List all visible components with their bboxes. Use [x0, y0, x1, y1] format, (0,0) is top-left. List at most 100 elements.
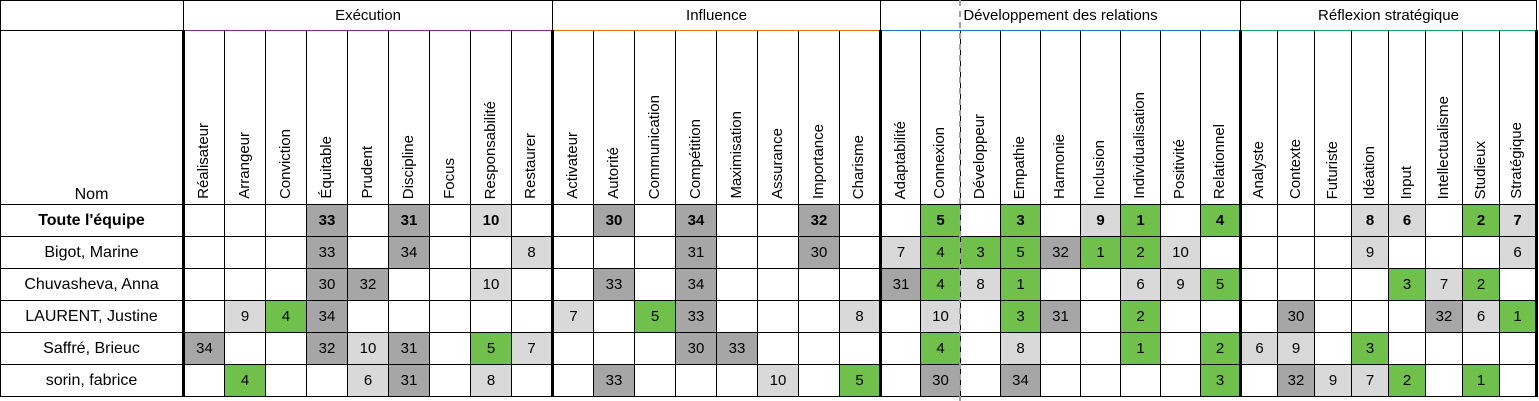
- cell-saffre-brieuc-harmonie[interactable]: [1040, 332, 1081, 365]
- cell-chuvasheva-anna-analyste[interactable]: [1239, 268, 1278, 301]
- cell-laurent-justine-positivite[interactable]: [1160, 300, 1201, 333]
- column-header-ideation[interactable]: Idéation: [1351, 30, 1389, 205]
- category-developpement-des-relations[interactable]: Développement des relations: [880, 0, 1241, 31]
- cell-bigot-marine-prudent[interactable]: [347, 236, 389, 269]
- cell-toute-l-equipe-positivite[interactable]: [1160, 204, 1201, 237]
- cell-bigot-marine-developpeur[interactable]: 3: [960, 236, 1001, 269]
- cell-chuvasheva-anna-discipline[interactable]: [388, 268, 430, 301]
- cell-saffre-brieuc-positivite[interactable]: [1160, 332, 1201, 365]
- column-header-intellectualisme[interactable]: Intellectualisme: [1425, 30, 1463, 205]
- cell-chuvasheva-anna-contexte[interactable]: [1277, 268, 1315, 301]
- column-header-adaptabilite[interactable]: Adaptabilité: [879, 30, 921, 205]
- cell-saffre-brieuc-assurance[interactable]: [757, 332, 799, 365]
- cell-sorin-fabrice-connexion[interactable]: 30: [920, 364, 961, 397]
- cell-chuvasheva-anna-individualisation[interactable]: 6: [1120, 268, 1161, 301]
- cell-sorin-fabrice-importance[interactable]: [798, 364, 840, 397]
- column-header-inclusion[interactable]: Inclusion: [1080, 30, 1121, 205]
- cell-bigot-marine-ideation[interactable]: 9: [1351, 236, 1389, 269]
- cell-saffre-brieuc-activateur[interactable]: [551, 332, 594, 365]
- cell-laurent-justine-strategique[interactable]: 1: [1499, 300, 1538, 333]
- cell-laurent-justine-analyste[interactable]: [1239, 300, 1278, 333]
- cell-toute-l-equipe-competition[interactable]: 34: [675, 204, 717, 237]
- column-header-realisateur[interactable]: Réalisateur: [182, 30, 225, 205]
- cell-laurent-justine-restaurer[interactable]: [511, 300, 553, 333]
- cell-saffre-brieuc-charisme[interactable]: [839, 332, 881, 365]
- cell-saffre-brieuc-realisateur[interactable]: 34: [182, 332, 225, 365]
- cell-bigot-marine-discipline[interactable]: 34: [388, 236, 430, 269]
- cell-laurent-justine-inclusion[interactable]: [1080, 300, 1121, 333]
- column-header-relationnel[interactable]: Relationnel: [1200, 30, 1241, 205]
- cell-laurent-justine-activateur[interactable]: 7: [551, 300, 594, 333]
- column-header-importance[interactable]: Importance: [798, 30, 840, 205]
- cell-chuvasheva-anna-activateur[interactable]: [551, 268, 594, 301]
- cell-laurent-justine-connexion[interactable]: 10: [920, 300, 961, 333]
- cell-toute-l-equipe-intellectualisme[interactable]: [1425, 204, 1463, 237]
- cell-saffre-brieuc-importance[interactable]: [798, 332, 840, 365]
- cell-saffre-brieuc-prudent[interactable]: 10: [347, 332, 389, 365]
- cell-saffre-brieuc-relationnel[interactable]: 2: [1200, 332, 1241, 365]
- column-header-communication[interactable]: Communication: [634, 30, 676, 205]
- cell-laurent-justine-conviction[interactable]: 4: [265, 300, 307, 333]
- cell-chuvasheva-anna-maximisation[interactable]: [716, 268, 758, 301]
- cell-laurent-justine-adaptabilite[interactable]: [879, 300, 921, 333]
- cell-laurent-justine-responsabilite[interactable]: [470, 300, 512, 333]
- cell-sorin-fabrice-harmonie[interactable]: [1040, 364, 1081, 397]
- cell-chuvasheva-anna-strategique[interactable]: [1499, 268, 1538, 301]
- cell-bigot-marine-competition[interactable]: 31: [675, 236, 717, 269]
- column-header-futuriste[interactable]: Futuriste: [1314, 30, 1352, 205]
- cell-sorin-fabrice-restaurer[interactable]: [511, 364, 553, 397]
- cell-toute-l-equipe-studieux[interactable]: 2: [1462, 204, 1500, 237]
- cell-chuvasheva-anna-equitable[interactable]: 30: [306, 268, 348, 301]
- cell-chuvasheva-anna-inclusion[interactable]: [1080, 268, 1121, 301]
- cell-sorin-fabrice-futuriste[interactable]: 9: [1314, 364, 1352, 397]
- cell-toute-l-equipe-individualisation[interactable]: 1: [1120, 204, 1161, 237]
- cell-bigot-marine-analyste[interactable]: [1239, 236, 1278, 269]
- column-header-harmonie[interactable]: Harmonie: [1040, 30, 1081, 205]
- cell-sorin-fabrice-prudent[interactable]: 6: [347, 364, 389, 397]
- column-header-contexte[interactable]: Contexte: [1277, 30, 1315, 205]
- column-header-competition[interactable]: Compétition: [675, 30, 717, 205]
- cell-toute-l-equipe-adaptabilite[interactable]: [879, 204, 921, 237]
- cell-sorin-fabrice-adaptabilite[interactable]: [879, 364, 921, 397]
- category-execution[interactable]: Exécution: [183, 0, 553, 31]
- cell-laurent-justine-assurance[interactable]: [757, 300, 799, 333]
- cell-toute-l-equipe-equitable[interactable]: 33: [306, 204, 348, 237]
- column-header-discipline[interactable]: Discipline: [388, 30, 430, 205]
- column-header-individualisation[interactable]: Individualisation: [1120, 30, 1161, 205]
- cell-saffre-brieuc-autorite[interactable]: [593, 332, 635, 365]
- cell-chuvasheva-anna-futuriste[interactable]: [1314, 268, 1352, 301]
- cell-laurent-justine-charisme[interactable]: 8: [839, 300, 881, 333]
- cell-toute-l-equipe-activateur[interactable]: [551, 204, 594, 237]
- cell-chuvasheva-anna-harmonie[interactable]: [1040, 268, 1081, 301]
- column-header-maximisation[interactable]: Maximisation: [716, 30, 758, 205]
- cell-toute-l-equipe-harmonie[interactable]: [1040, 204, 1081, 237]
- cell-saffre-brieuc-contexte[interactable]: 9: [1277, 332, 1315, 365]
- cell-sorin-fabrice-inclusion[interactable]: [1080, 364, 1121, 397]
- cell-sorin-fabrice-maximisation[interactable]: [716, 364, 758, 397]
- cell-laurent-justine-importance[interactable]: [798, 300, 840, 333]
- cell-toute-l-equipe-developpeur[interactable]: [960, 204, 1001, 237]
- cell-sorin-fabrice-responsabilite[interactable]: 8: [470, 364, 512, 397]
- cell-laurent-justine-autorite[interactable]: [593, 300, 635, 333]
- cell-chuvasheva-anna-developpeur[interactable]: 8: [960, 268, 1001, 301]
- cell-sorin-fabrice-strategique[interactable]: [1499, 364, 1538, 397]
- cell-saffre-brieuc-ideation[interactable]: 3: [1351, 332, 1389, 365]
- cell-sorin-fabrice-realisateur[interactable]: [182, 364, 225, 397]
- cell-chuvasheva-anna-studieux[interactable]: 2: [1462, 268, 1500, 301]
- row-name-toute-l-equipe[interactable]: Toute l'équipe: [0, 204, 184, 237]
- cell-sorin-fabrice-activateur[interactable]: [551, 364, 594, 397]
- cell-laurent-justine-relationnel[interactable]: [1200, 300, 1241, 333]
- cell-sorin-fabrice-assurance[interactable]: 10: [757, 364, 799, 397]
- cell-toute-l-equipe-contexte[interactable]: [1277, 204, 1315, 237]
- cell-toute-l-equipe-analyste[interactable]: [1239, 204, 1278, 237]
- cell-bigot-marine-realisateur[interactable]: [182, 236, 225, 269]
- cell-toute-l-equipe-realisateur[interactable]: [182, 204, 225, 237]
- cell-toute-l-equipe-communication[interactable]: [634, 204, 676, 237]
- cell-bigot-marine-autorite[interactable]: [593, 236, 635, 269]
- cell-bigot-marine-connexion[interactable]: 4: [920, 236, 961, 269]
- cell-sorin-fabrice-conviction[interactable]: [265, 364, 307, 397]
- cell-toute-l-equipe-empathie[interactable]: 3: [1000, 204, 1041, 237]
- cell-bigot-marine-adaptabilite[interactable]: 7: [879, 236, 921, 269]
- cell-chuvasheva-anna-arrangeur[interactable]: [224, 268, 266, 301]
- cell-sorin-fabrice-positivite[interactable]: [1160, 364, 1201, 397]
